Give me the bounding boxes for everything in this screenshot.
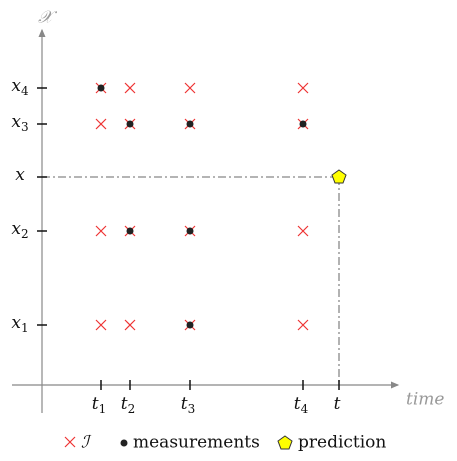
measurement-dot bbox=[97, 84, 105, 92]
cross bbox=[95, 118, 107, 130]
legend-star bbox=[277, 435, 293, 450]
tick-label: x3 bbox=[11, 112, 28, 134]
legend-cross bbox=[64, 436, 76, 448]
tick-sub: 1 bbox=[99, 402, 107, 416]
tick-label: t4 bbox=[294, 394, 309, 416]
tick-base: x bbox=[15, 165, 25, 185]
tick-label: t bbox=[334, 394, 341, 414]
tick-base: t bbox=[181, 394, 188, 414]
tick-base: t bbox=[294, 394, 301, 414]
tick-base: x bbox=[11, 219, 21, 239]
y-axis-label: 𝒳 bbox=[38, 8, 58, 28]
tick-label: t3 bbox=[181, 394, 195, 416]
cross bbox=[124, 319, 136, 331]
measurement-dot bbox=[186, 120, 194, 128]
x-axis-label: time bbox=[406, 390, 444, 410]
tick-base: x bbox=[11, 76, 21, 96]
tick-label: x1 bbox=[11, 313, 28, 335]
tick-sub: 2 bbox=[128, 402, 136, 416]
legend: ℐ measurements prediction bbox=[64, 433, 386, 453]
tick-label: t2 bbox=[121, 394, 135, 416]
cross bbox=[297, 319, 309, 331]
tick-label: x4 bbox=[11, 76, 29, 98]
tick-label: x bbox=[15, 165, 25, 185]
tick-sub: 4 bbox=[301, 402, 309, 416]
tick-label: x2 bbox=[11, 219, 28, 241]
measurement-dot bbox=[126, 227, 134, 235]
tick-base: x bbox=[11, 313, 21, 333]
measurement-dot bbox=[186, 321, 194, 329]
prediction-star bbox=[331, 169, 347, 184]
tick-base: x bbox=[11, 112, 21, 132]
cross bbox=[297, 225, 309, 237]
cross bbox=[184, 82, 196, 94]
cross bbox=[124, 82, 136, 94]
cross bbox=[95, 225, 107, 237]
tick-base: t bbox=[121, 394, 128, 414]
tick-sub: 3 bbox=[21, 120, 29, 134]
tick-sub: 1 bbox=[21, 321, 29, 335]
measurement-dot bbox=[186, 227, 194, 235]
tick-base: t bbox=[92, 394, 99, 414]
tick-sub: 4 bbox=[21, 84, 29, 98]
tick-label: t1 bbox=[92, 394, 106, 416]
legend-dot bbox=[120, 439, 128, 447]
tick-sub: 2 bbox=[21, 227, 29, 241]
cross bbox=[95, 319, 107, 331]
tick-sub: 3 bbox=[188, 402, 196, 416]
legend-label: measurements bbox=[133, 433, 260, 453]
tick-base: t bbox=[334, 394, 341, 414]
legend-label: prediction bbox=[298, 433, 386, 453]
measurement-dot bbox=[299, 120, 307, 128]
measurement-dot bbox=[126, 120, 134, 128]
cross bbox=[297, 82, 309, 94]
legend-label: ℐ bbox=[81, 433, 92, 453]
